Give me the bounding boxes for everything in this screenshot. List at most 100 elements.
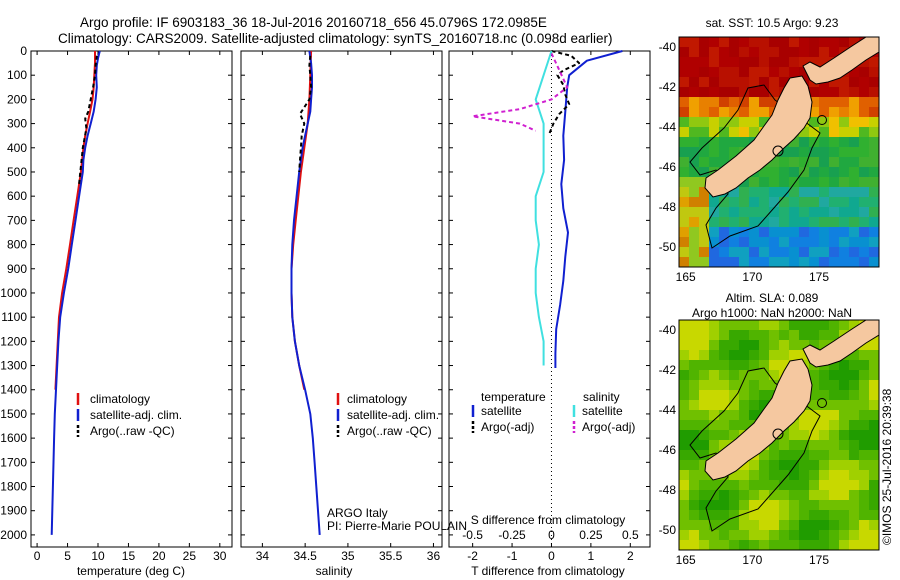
map-cell: [819, 470, 830, 481]
map-cell: [859, 77, 870, 88]
map-cell: [709, 247, 720, 258]
map-cell: [749, 350, 760, 361]
map-cell: [719, 97, 730, 108]
map-cell: [859, 350, 870, 361]
map-cell: [679, 500, 690, 511]
map-cell: [829, 320, 840, 331]
map-cell: [679, 530, 690, 541]
map-cell: [769, 490, 780, 501]
lon-tick-label: 175: [809, 553, 829, 567]
map-cell: [859, 227, 870, 238]
map-cell: [859, 460, 870, 471]
map-cell: [709, 117, 720, 128]
map-cell: [849, 257, 860, 267]
map-cell: [689, 530, 700, 541]
map-cell: [689, 107, 700, 118]
map-cell: [729, 257, 740, 267]
difference-legend: temperature salinity satellite Argo(-adj…: [471, 390, 635, 434]
map-cell: [779, 37, 790, 48]
map-cell: [819, 207, 830, 218]
legend-sal-satellite: satellite: [582, 404, 623, 418]
map-cell: [759, 350, 770, 361]
map-cell: [769, 460, 780, 471]
sla-land-north-island: [802, 320, 879, 368]
map-cell: [869, 370, 879, 381]
map-cell: [739, 410, 750, 421]
map-cell: [769, 380, 780, 391]
map-cell: [859, 147, 870, 158]
map-cell: [789, 237, 800, 248]
map-cell: [799, 410, 810, 421]
map-cell: [749, 37, 760, 48]
map-cell: [789, 217, 800, 228]
map-cell: [809, 257, 820, 267]
map-cell: [689, 77, 700, 88]
map-cell: [859, 87, 870, 98]
map-cell: [729, 320, 740, 331]
map-cell: [679, 520, 690, 531]
map-cell: [809, 500, 820, 511]
depth-tick-label: 800: [7, 238, 27, 252]
map-cell: [809, 460, 820, 471]
map-cell: [849, 350, 860, 361]
salinity-axis-label: salinity: [316, 564, 353, 578]
map-cell: [799, 257, 810, 267]
map-cell: [839, 500, 850, 511]
map-cell: [779, 510, 790, 521]
map-cell: [789, 57, 800, 68]
map-cell: [759, 37, 770, 48]
map-cell: [849, 207, 860, 218]
map-cell: [799, 490, 810, 501]
map-cell: [709, 37, 720, 48]
map-cell: [809, 530, 820, 541]
map-cell: [799, 237, 810, 248]
map-cell: [769, 480, 780, 491]
map-cell: [869, 117, 879, 128]
map-cell: [679, 127, 690, 138]
map-cell: [839, 77, 850, 88]
map-cell: [839, 520, 850, 531]
map-cell: [759, 390, 770, 401]
map-cell: [679, 147, 690, 158]
map-cell: [819, 440, 830, 451]
map-cell: [859, 410, 870, 421]
map-cell: [719, 440, 730, 451]
map-cell: [779, 440, 790, 451]
map-cell: [709, 410, 720, 421]
map-cell: [859, 117, 870, 128]
map-cell: [829, 107, 840, 118]
map-cell: [809, 107, 820, 118]
map-cell: [839, 440, 850, 451]
map-cell: [779, 540, 790, 550]
map-cell: [729, 510, 740, 521]
map-cell: [799, 127, 810, 138]
map-cell: [749, 77, 760, 88]
x-tick-label: 35.5: [379, 549, 403, 563]
map-cell: [809, 247, 820, 258]
map-cell: [809, 117, 820, 128]
map-cell: [769, 87, 780, 98]
map-cell: [689, 247, 700, 258]
map-cell: [739, 330, 750, 341]
map-cell: [789, 37, 800, 48]
map-cell: [869, 360, 879, 371]
map-cell: [689, 187, 700, 198]
lon-tick-label: 165: [676, 270, 696, 284]
map-cell: [869, 440, 879, 451]
map-cell: [679, 47, 690, 58]
map-cell: [689, 540, 700, 550]
map-cell: [749, 530, 760, 541]
map-cell: [719, 37, 730, 48]
map-cell: [759, 227, 770, 238]
map-cell: [709, 520, 720, 531]
map-cell: [779, 530, 790, 541]
map-cell: [859, 400, 870, 411]
map-cell: [769, 197, 780, 208]
map-cell: [739, 57, 750, 68]
map-cell: [719, 330, 730, 341]
map-cell: [719, 217, 730, 228]
map-cell: [709, 97, 720, 108]
map-cell: [769, 510, 780, 521]
map-cell: [729, 197, 740, 208]
map-cell: [759, 320, 770, 331]
